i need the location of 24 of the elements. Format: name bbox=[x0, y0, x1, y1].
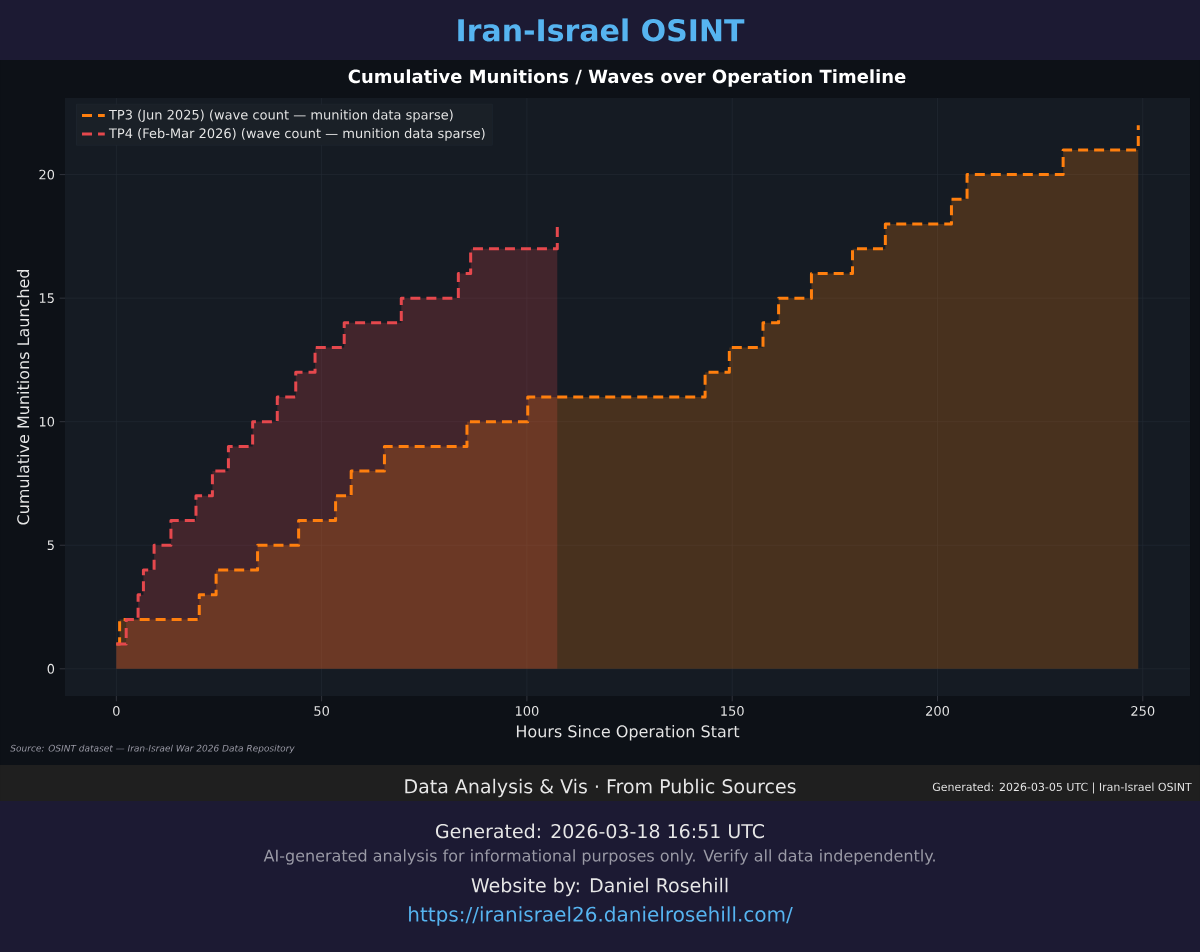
x-tick-label: 250 bbox=[1131, 706, 1155, 716]
text: AI-generated analysis for informational purposes only. Verify all data independently. bbox=[263, 849, 935, 865]
y-axis-title: Cumulative Munitions Launched bbox=[16, 269, 30, 525]
text: Website by: Daniel Rosehill bbox=[471, 877, 728, 897]
text: Generated: 2026-03-05 UTC | Iran-Israel OSINT bbox=[932, 782, 1192, 794]
x-tick-label: 150 bbox=[721, 706, 744, 716]
x-tick-label: 0 bbox=[113, 706, 120, 716]
chart-title: Cumulative Munitions / Waves over Operation Timeline bbox=[348, 69, 906, 87]
y-tick-label: 5 bbox=[47, 540, 54, 551]
legend-label: TP3 (Jun 2025) (wave count — munition data sparse) bbox=[108, 109, 453, 123]
x-tick-label: 50 bbox=[314, 706, 330, 716]
legend-label: TP4 (Feb-Mar 2026) (wave count — munition data sparse) bbox=[108, 128, 485, 141]
y-tick-label: 10 bbox=[39, 416, 55, 427]
text: Data Analysis & Vis · From Public Sources bbox=[405, 778, 796, 798]
y-tick-label: 15 bbox=[39, 293, 54, 303]
source-note: Source: OSINT dataset — Iran-Israel War 2026 Data Repository bbox=[10, 744, 295, 754]
y-tick-label: 0 bbox=[47, 663, 55, 674]
x-tick-label: 200 bbox=[926, 706, 950, 716]
text: https://iranisrael26.danielrosehill.com/ bbox=[409, 906, 793, 926]
x-axis-title: Hours Since Operation Start bbox=[516, 725, 740, 741]
text: Iran-Israel OSINT bbox=[458, 18, 745, 42]
y-tick-label: 20 bbox=[39, 169, 55, 180]
text: Generated: 2026-03-18 16:51 UTC bbox=[435, 823, 765, 839]
x-tick-label: 100 bbox=[515, 706, 539, 716]
